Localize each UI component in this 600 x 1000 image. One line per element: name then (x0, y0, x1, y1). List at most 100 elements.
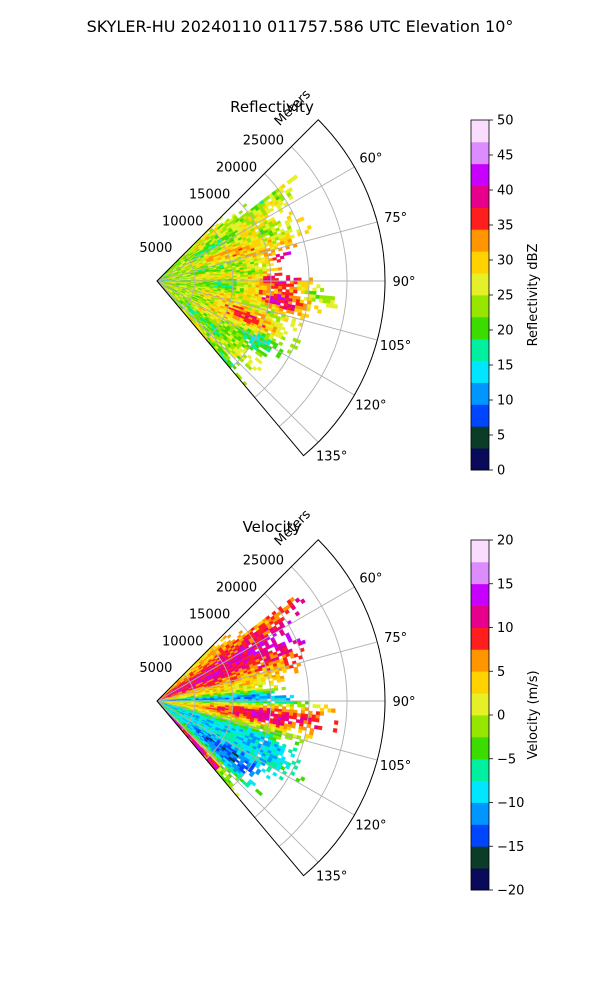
field-cell (300, 776, 306, 782)
reflectivity-field (156, 174, 338, 387)
field-cell (259, 696, 264, 699)
field-cell (275, 253, 281, 258)
azimuth-tick-label: 120° (355, 399, 386, 414)
field-cell (299, 216, 305, 222)
field-cell (297, 728, 303, 734)
colorbar-segment (471, 185, 489, 208)
field-cell (277, 267, 283, 271)
field-cell (266, 273, 272, 277)
field-cell (255, 705, 260, 708)
field-cell (270, 695, 275, 699)
colorbar-segment (471, 251, 489, 274)
colorbar-segment (471, 120, 489, 143)
field-cell (277, 222, 283, 228)
field-cell (323, 295, 328, 300)
field-cell (236, 275, 241, 278)
reflectivity-azimuth-ticks: 60°75°90°105°120°135° (316, 152, 415, 465)
field-cell (266, 275, 272, 279)
field-cell (270, 285, 275, 289)
colorbar-tick-label: 25 (497, 289, 514, 304)
field-cell (259, 273, 264, 277)
field-cell (312, 704, 317, 709)
reflectivity-colorbar-label: Reflectivity dBZ (526, 244, 541, 347)
field-cell (327, 708, 332, 713)
field-cell (318, 298, 324, 303)
field-cell (317, 309, 322, 314)
field-cell (232, 697, 237, 700)
colorbar-tick-label: 50 (497, 114, 514, 129)
field-cell (263, 285, 268, 289)
field-cell (278, 775, 284, 781)
field-cell (293, 286, 298, 291)
field-cell (255, 694, 260, 697)
colorbar-segment (471, 207, 489, 230)
field-cell (287, 218, 293, 224)
field-cell (263, 696, 268, 699)
field-cell (259, 703, 264, 706)
colorbar-tick-label: 0 (497, 464, 505, 479)
field-cell (255, 703, 260, 706)
field-cell (256, 366, 263, 372)
field-cell (296, 713, 302, 717)
field-cell (305, 280, 310, 285)
field-cell (315, 714, 320, 719)
field-cell (289, 703, 294, 708)
field-cell (285, 703, 291, 707)
field-cell (312, 291, 317, 296)
field-cell (238, 629, 244, 635)
field-cell (247, 282, 253, 286)
field-cell (286, 251, 292, 256)
field-cell (287, 187, 294, 193)
field-cell (255, 285, 260, 288)
field-cell (282, 283, 287, 287)
field-cell (300, 290, 306, 295)
field-cell (289, 234, 295, 239)
field-cell (255, 276, 260, 279)
field-cell (289, 280, 294, 285)
field-cell (286, 726, 292, 731)
radial-tick-label: 5000 (139, 241, 172, 256)
field-cell (247, 276, 253, 280)
field-cell (263, 276, 268, 279)
field-cell (278, 283, 283, 287)
field-cell (294, 597, 301, 604)
field-cell (285, 275, 291, 279)
field-cell (247, 696, 253, 700)
colorbar-segment (471, 448, 489, 471)
field-cell (319, 295, 324, 300)
colorbar-segment (471, 360, 489, 383)
radial-tick-label: 15000 (189, 187, 230, 202)
colorbar-segment (471, 316, 489, 340)
field-cell (280, 326, 286, 331)
field-cell (308, 277, 313, 282)
field-cell (236, 697, 241, 700)
field-cell (311, 714, 317, 719)
azimuth-tick-label: 90° (392, 275, 415, 290)
field-cell (316, 284, 321, 289)
field-cell (316, 704, 321, 709)
field-cell (255, 283, 260, 286)
azimuth-tick-label: 60° (359, 152, 382, 167)
field-cell (294, 741, 300, 746)
field-cell (290, 724, 296, 729)
field-cell (251, 274, 256, 278)
field-cell (333, 304, 338, 309)
field-cell (297, 703, 302, 708)
field-cell (306, 224, 312, 230)
figure-suptitle: SKYLER-HU 20240110 011757.586 UTC Elevat… (87, 17, 514, 36)
field-cell (251, 276, 256, 280)
field-cell (319, 287, 325, 293)
field-cell (289, 694, 294, 699)
field-cell (270, 703, 275, 707)
field-cell (232, 277, 237, 280)
field-cell (251, 696, 256, 700)
colorbar-tick-label: 5 (497, 429, 505, 444)
field-cell (326, 295, 332, 301)
field-cell (274, 283, 279, 287)
field-cell (252, 365, 258, 372)
field-cell (266, 695, 272, 699)
field-cell (247, 274, 253, 278)
colorbar-tick-label: 20 (497, 324, 514, 339)
field-cell (274, 703, 279, 707)
